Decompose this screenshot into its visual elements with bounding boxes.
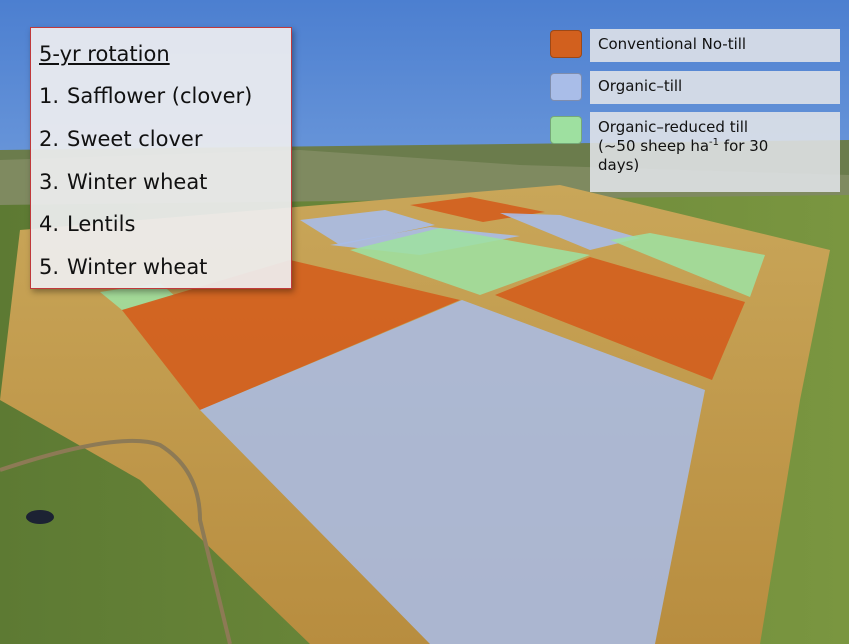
rotation-item: 4. Lentils (39, 212, 135, 236)
legend-label-line1: Organic–reduced till (598, 118, 749, 136)
rotation-item: 2. Sweet clover (39, 127, 202, 151)
dirt-road (0, 438, 232, 644)
plot-organic-till (300, 210, 435, 245)
rotation-item-crop: Winter wheat (67, 170, 208, 194)
rotation-item-crop: Sweet clover (67, 127, 203, 151)
plot-organic-till (500, 213, 640, 250)
plot-organic-reduced-till (100, 283, 175, 310)
legend-swatch-organic-reduced-till (550, 116, 582, 144)
rotation-item-number: 3. (39, 170, 60, 194)
plot-organic-reduced-till (610, 233, 765, 297)
plot-organic-reduced-till (350, 228, 590, 295)
plot-blocks (100, 197, 765, 644)
legend-label-line2-suffix: for 30 (719, 136, 769, 155)
rotation-panel: 5-yr rotation 1. Safflower (clover) 2. Swe… (30, 27, 292, 289)
rotation-item-number: 4. (39, 212, 60, 236)
legend-label-conventional: Conventional No-till (590, 29, 840, 62)
rotation-item: 5. Winter wheat (39, 255, 207, 279)
legend-label-organic-till: Organic–till (590, 71, 840, 104)
rotation-item-crop: Lentils (67, 212, 136, 236)
plot-conventional (495, 257, 745, 380)
plot-conventional (122, 260, 460, 410)
rotation-item-number: 5. (39, 255, 60, 279)
legend-label-line3: days) (598, 155, 640, 174)
legend-swatch-conventional (550, 30, 582, 58)
rotation-item-crop: Winter wheat (67, 255, 208, 279)
rotation-item-crop: Safflower (clover) (67, 84, 253, 108)
legend-label-superscript: -1 (709, 136, 720, 148)
rotation-item-number: 1. (39, 84, 60, 108)
plot-organic-till (200, 300, 705, 644)
rotation-item: 3. Winter wheat (39, 170, 207, 194)
parked-car (26, 510, 54, 524)
legend-label-organic-reduced-till: Organic–reduced till (~50 sheep ha-1 for… (590, 112, 840, 192)
rotation-item-number: 2. (39, 127, 60, 151)
rotation-item: 1. Safflower (clover) (39, 84, 252, 108)
legend-swatch-organic-till (550, 73, 582, 101)
rotation-title: 5-yr rotation (39, 42, 170, 66)
legend-label-line2: (~50 sheep ha (598, 136, 710, 155)
